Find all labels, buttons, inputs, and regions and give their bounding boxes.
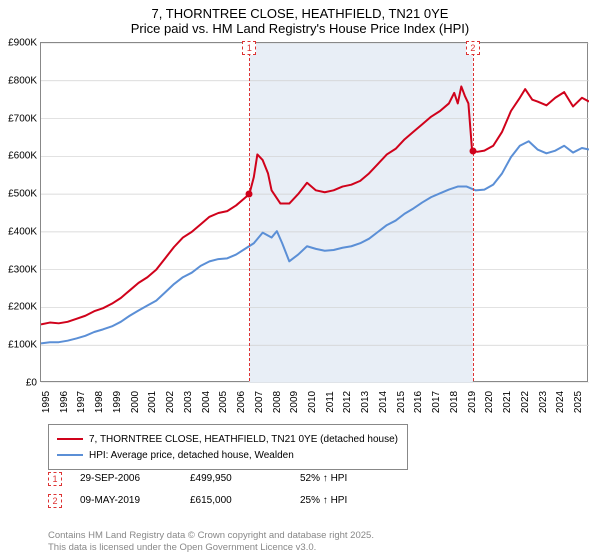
title-line-1: 7, THORNTREE CLOSE, HEATHFIELD, TN21 0YE bbox=[0, 6, 600, 21]
x-axis-label: 2007 bbox=[254, 391, 265, 413]
x-axis-label: 2025 bbox=[573, 391, 584, 413]
plot-area: £0£100K£200K£300K£400K£500K£600K£700K£80… bbox=[40, 42, 588, 382]
x-axis-label: 2001 bbox=[147, 391, 158, 413]
legend-swatch bbox=[57, 438, 83, 440]
x-axis-label: 2006 bbox=[236, 391, 247, 413]
x-axis-label: 1996 bbox=[59, 391, 70, 413]
x-axis-label: 2004 bbox=[201, 391, 212, 413]
legend-label: HPI: Average price, detached house, Weal… bbox=[89, 450, 294, 461]
legend-box: 7, THORNTREE CLOSE, HEATHFIELD, TN21 0YE… bbox=[48, 424, 408, 470]
y-axis-label: £0 bbox=[0, 378, 37, 389]
chart-svg bbox=[41, 43, 589, 383]
x-axis-label: 1997 bbox=[76, 391, 87, 413]
marker-price: £499,950 bbox=[190, 470, 300, 488]
x-axis-label: 2019 bbox=[467, 391, 478, 413]
x-axis-label: 2022 bbox=[520, 391, 531, 413]
x-axis-label: 2002 bbox=[165, 391, 176, 413]
x-axis-label: 2021 bbox=[502, 391, 513, 413]
marker-label-box: 2 bbox=[466, 41, 480, 55]
x-axis-label: 2003 bbox=[183, 391, 194, 413]
x-axis-label: 2018 bbox=[449, 391, 460, 413]
attribution-line-1: Contains HM Land Registry data © Crown c… bbox=[48, 530, 374, 542]
x-axis-label: 2016 bbox=[413, 391, 424, 413]
marker-label-box: 1 bbox=[242, 41, 256, 55]
x-axis-label: 2017 bbox=[431, 391, 442, 413]
legend-label: 7, THORNTREE CLOSE, HEATHFIELD, TN21 0YE… bbox=[89, 434, 398, 445]
marker-dot bbox=[469, 147, 476, 154]
marker-date: 29-SEP-2006 bbox=[80, 470, 190, 488]
y-axis-label: £300K bbox=[0, 264, 37, 275]
y-axis-label: £400K bbox=[0, 226, 37, 237]
x-axis-label: 2015 bbox=[396, 391, 407, 413]
y-axis-label: £500K bbox=[0, 189, 37, 200]
x-axis-label: 1995 bbox=[41, 391, 52, 413]
chart-container: £0£100K£200K£300K£400K£500K£600K£700K£80… bbox=[40, 42, 588, 412]
marker-dot bbox=[246, 191, 253, 198]
marker-vline bbox=[249, 43, 250, 381]
x-axis-label: 2011 bbox=[325, 391, 336, 413]
markers-table: 1 29-SEP-2006£499,95052% ↑ HPI 2 09-MAY-201… bbox=[48, 470, 400, 514]
legend-swatch bbox=[57, 454, 83, 456]
title-line-2: Price paid vs. HM Land Registry's House … bbox=[0, 21, 600, 36]
x-axis-label: 2024 bbox=[555, 391, 566, 413]
marker-id-box: 2 bbox=[48, 494, 62, 508]
marker-table-row: 1 29-SEP-2006£499,95052% ↑ HPI bbox=[48, 470, 400, 488]
attribution-text: Contains HM Land Registry data © Crown c… bbox=[48, 530, 374, 554]
x-axis-label: 2008 bbox=[272, 391, 283, 413]
y-axis-label: £200K bbox=[0, 302, 37, 313]
x-axis-label: 2013 bbox=[360, 391, 371, 413]
y-axis-label: £700K bbox=[0, 113, 37, 124]
marker-vline bbox=[473, 43, 474, 381]
x-axis-label: 1998 bbox=[94, 391, 105, 413]
x-axis-label: 2000 bbox=[130, 391, 141, 413]
y-axis-label: £800K bbox=[0, 75, 37, 86]
marker-id-box: 1 bbox=[48, 472, 62, 486]
y-axis-label: £100K bbox=[0, 340, 37, 351]
marker-table-row: 2 09-MAY-2019£615,00025% ↑ HPI bbox=[48, 492, 400, 510]
x-axis-label: 2014 bbox=[378, 391, 389, 413]
legend-row: 7, THORNTREE CLOSE, HEATHFIELD, TN21 0YE… bbox=[57, 431, 399, 447]
x-axis-label: 2020 bbox=[484, 391, 495, 413]
y-axis-label: £600K bbox=[0, 151, 37, 162]
marker-pct: 52% ↑ HPI bbox=[300, 470, 400, 488]
marker-price: £615,000 bbox=[190, 492, 300, 510]
marker-date: 09-MAY-2019 bbox=[80, 492, 190, 510]
chart-title-block: 7, THORNTREE CLOSE, HEATHFIELD, TN21 0YE… bbox=[0, 0, 600, 38]
attribution-line-2: This data is licensed under the Open Gov… bbox=[48, 542, 374, 554]
x-axis-label: 2009 bbox=[289, 391, 300, 413]
y-axis-label: £900K bbox=[0, 38, 37, 49]
x-axis-label: 2012 bbox=[342, 391, 353, 413]
x-axis-label: 2023 bbox=[538, 391, 549, 413]
x-axis-label: 2010 bbox=[307, 391, 318, 413]
marker-pct: 25% ↑ HPI bbox=[300, 492, 400, 510]
x-axis-label: 1999 bbox=[112, 391, 123, 413]
x-axis-label: 2005 bbox=[218, 391, 229, 413]
legend-row: HPI: Average price, detached house, Weal… bbox=[57, 447, 399, 463]
